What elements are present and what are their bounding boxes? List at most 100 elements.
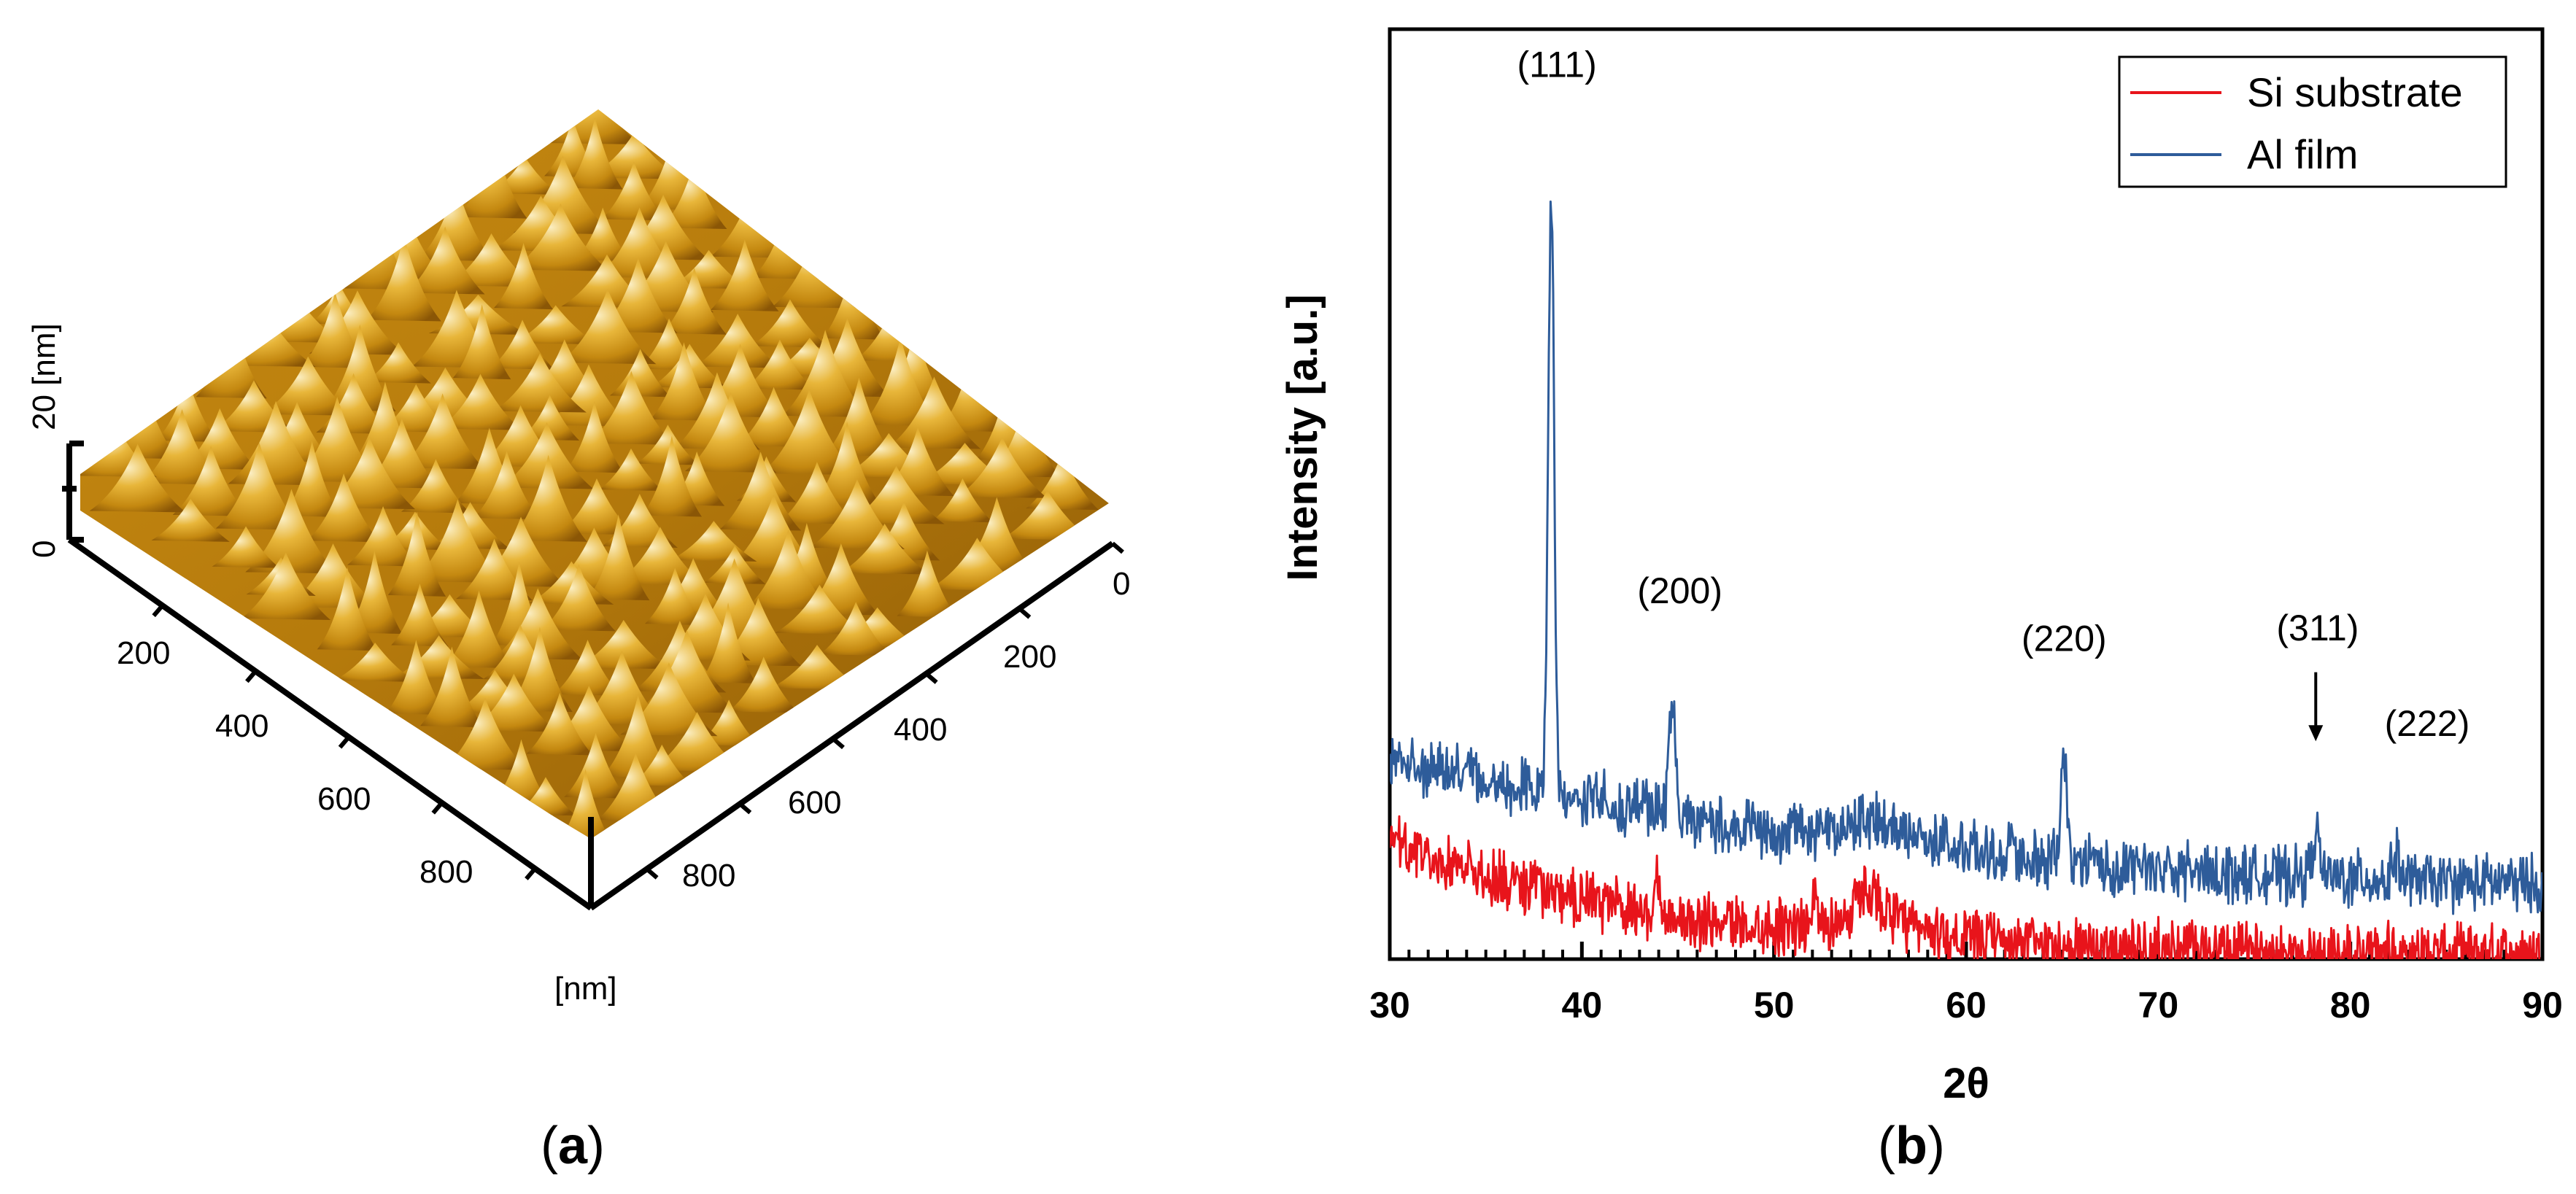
afm-surface-grain xyxy=(636,425,700,465)
afm-surface-grain xyxy=(728,656,799,713)
legend-box xyxy=(2118,55,2507,188)
afm-surface-grain xyxy=(282,441,341,517)
afm-surface-grain xyxy=(599,448,663,492)
afm-topography-panel: 20 [nm] 0 200 400 600 800 0 200 400 600 … xyxy=(26,109,1130,1007)
afm-surface-grain xyxy=(662,267,727,335)
afm-surface-grain xyxy=(172,446,250,516)
afm-x-tick-mark xyxy=(338,735,351,749)
afm-surface-grain xyxy=(493,353,587,413)
afm-surface-grain xyxy=(668,249,749,290)
afm-surface-grain xyxy=(334,643,416,682)
afm-surface-grain xyxy=(558,478,635,535)
afm-surface-grain xyxy=(385,640,447,716)
afm-x-tick-label-800: 800 xyxy=(419,854,473,890)
afm-surface-grain xyxy=(695,313,781,368)
peak-annotation: (200) xyxy=(1637,570,1722,611)
afm-x-ticks xyxy=(152,604,537,880)
afm-surface-grain xyxy=(365,342,431,384)
x-tick-label: 50 xyxy=(1754,985,1795,1026)
afm-y-tick-label-400: 400 xyxy=(894,712,947,748)
afm-surface-grain xyxy=(684,392,777,473)
afm-y-tick-mark xyxy=(1018,607,1032,619)
xrd-chart-panel: 30 40 50 60 70 80 90 (111) (200) (220) (311) (222)… xyxy=(1279,27,2563,1107)
afm-surface-grain xyxy=(366,236,441,322)
afm-surface-grain xyxy=(932,478,994,523)
afm-surface-grain xyxy=(301,292,370,368)
afm-surface-grain xyxy=(228,400,324,486)
afm-surface-grain xyxy=(661,161,727,230)
panel-b-label: (b) xyxy=(1878,1117,1945,1175)
afm-surface-grain xyxy=(541,109,640,144)
afm-surface-grain xyxy=(506,627,573,713)
afm-surface-grain xyxy=(401,459,471,513)
afm-surface-grain xyxy=(346,550,403,635)
afm-y-tick-label-600: 600 xyxy=(788,785,841,821)
afm-y-tick-mark xyxy=(1111,541,1124,554)
legend-label-al-film: Al film xyxy=(2247,131,2358,177)
legend-label-si-substrate: Si substrate xyxy=(2247,69,2463,115)
afm-surface-grain xyxy=(391,583,449,647)
afm-surface-grain xyxy=(700,602,757,683)
afm-surface-grain xyxy=(541,564,616,632)
afm-surface-grain xyxy=(443,697,527,770)
peak-annotation: (222) xyxy=(2385,703,2470,744)
afm-y-ticks xyxy=(645,541,1124,880)
afm-surface-grain xyxy=(840,523,930,575)
x-tick-label: 30 xyxy=(1369,985,1410,1026)
afm-surface-grain xyxy=(141,409,223,485)
afm-surface-grain xyxy=(601,161,667,221)
afm-surface-grain xyxy=(727,494,820,570)
afm-surface-grain xyxy=(565,401,624,473)
afm-surface-grain xyxy=(306,473,381,543)
afm-surface-grain xyxy=(553,639,622,696)
afm-surface-grain xyxy=(245,489,338,574)
afm-surface-grain xyxy=(736,387,811,447)
afm-surface-grain xyxy=(452,304,511,380)
afm-y-tick-mark xyxy=(832,737,845,750)
afm-surface-grain xyxy=(419,646,484,728)
afm-surface-grain xyxy=(576,619,670,670)
afm-surface-grain xyxy=(444,590,514,669)
afm-x-tick-mark xyxy=(431,801,444,815)
afm-surface-grain xyxy=(529,561,614,605)
afm-surface-grain xyxy=(511,203,610,271)
afm-surface-grain xyxy=(761,389,858,476)
afm-axes xyxy=(62,441,1115,911)
afm-surface-grain xyxy=(887,376,981,449)
afm-surface-grain xyxy=(778,462,856,524)
afm-surface-grain xyxy=(456,538,533,601)
afm-surface-grain xyxy=(824,377,894,457)
peak-arrow-head xyxy=(2308,725,2324,742)
afm-surface-grain xyxy=(587,371,675,445)
afm-surface-grain xyxy=(631,744,693,787)
afm-surface-grain xyxy=(641,435,703,517)
afm-surface-grain xyxy=(151,498,230,542)
afm-surface-grain xyxy=(347,505,419,567)
series-line-al-film xyxy=(1390,200,2542,915)
afm-x-tick-label-600: 600 xyxy=(317,781,371,817)
afm-y-tick-label-0: 0 xyxy=(1113,566,1130,602)
afm-surface-grain xyxy=(819,602,892,656)
afm-surface-grain xyxy=(862,337,940,427)
afm-surface-grain xyxy=(473,451,541,520)
afm-x-tick-mark xyxy=(245,670,258,683)
afm-surface-grain xyxy=(215,442,303,530)
x-tick-label: 70 xyxy=(2138,985,2179,1026)
panel-a-label: (a) xyxy=(541,1117,605,1175)
afm-y-tick-label-200: 200 xyxy=(1003,639,1056,675)
peak-annotation: (220) xyxy=(2022,618,2107,659)
x-tick-label: 60 xyxy=(1946,985,1987,1026)
afm-surface-grain xyxy=(89,443,186,513)
afm-surface-grain xyxy=(520,395,580,441)
x-axis-label: 2θ xyxy=(1943,1060,1989,1107)
afm-surface-grain xyxy=(212,526,280,568)
afm-surface-grain xyxy=(587,514,650,601)
annotation-layer: (111) (200) (220) (311) (222) xyxy=(1517,44,2469,744)
peak-annotation: (311) xyxy=(2276,608,2359,648)
afm-surface-grain xyxy=(494,242,554,310)
afm-surface-grain xyxy=(417,183,494,262)
afm-surface-grain xyxy=(775,584,865,635)
afm-surface-grain xyxy=(526,692,593,756)
afm-x-tick-mark xyxy=(152,604,164,618)
